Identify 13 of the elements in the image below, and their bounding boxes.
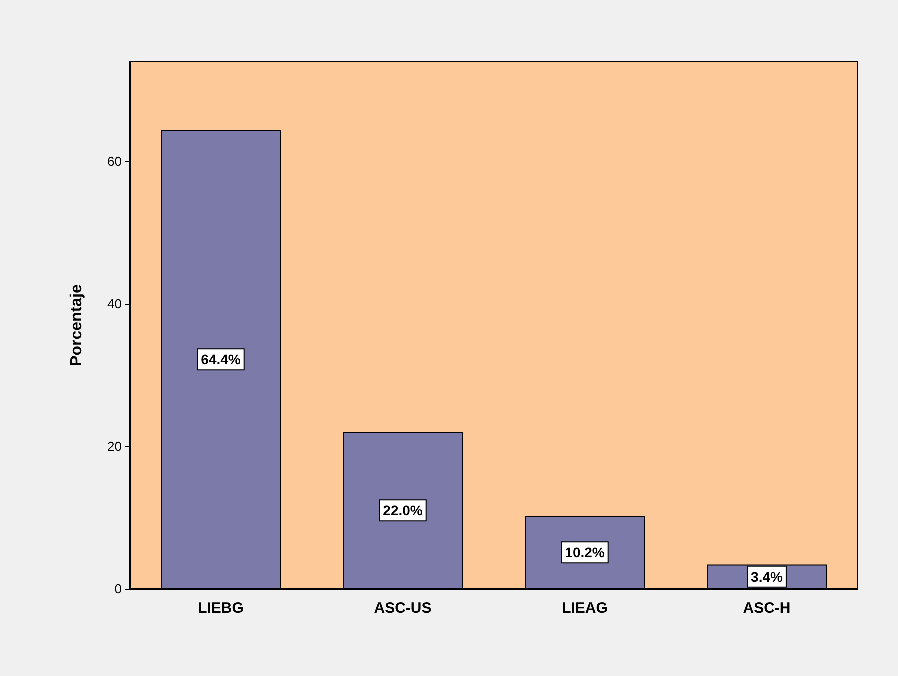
x-tick-label: ASC-H bbox=[743, 600, 791, 617]
data-label: 64.4% bbox=[201, 352, 242, 368]
y-tick-label: 60 bbox=[108, 154, 122, 170]
x-tick-label: LIEAG bbox=[562, 600, 608, 617]
y-axis-title: Porcentaje bbox=[68, 284, 86, 366]
x-tick-label: ASC-US bbox=[374, 600, 432, 617]
data-label: 10.2% bbox=[565, 544, 606, 561]
y-tick-label: 40 bbox=[108, 296, 122, 312]
data-label: 22.0% bbox=[383, 502, 424, 519]
data-label: 3.4% bbox=[751, 568, 784, 585]
x-tick-label: LIEBG bbox=[198, 600, 244, 617]
y-tick-label: 0 bbox=[114, 582, 122, 596]
y-tick-label: 20 bbox=[108, 439, 122, 454]
